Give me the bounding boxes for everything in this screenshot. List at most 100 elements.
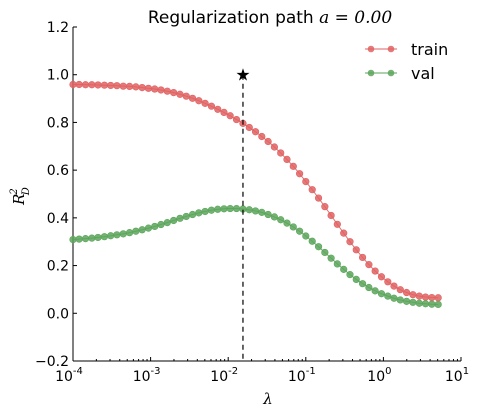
data-point-val — [327, 254, 335, 262]
data-point-val — [428, 300, 436, 308]
data-point-train — [428, 293, 436, 302]
y-tick-label: −0.2 — [35, 354, 69, 370]
data-point-train — [69, 80, 77, 89]
data-point-val — [264, 210, 272, 219]
series-layer — [69, 80, 442, 309]
data-point-train — [283, 155, 291, 164]
data-point-val — [220, 205, 228, 213]
legend: train val — [365, 40, 448, 83]
legend-marker-train — [367, 45, 375, 53]
data-point-train — [226, 112, 234, 120]
data-point-train — [358, 253, 367, 262]
data-point-val — [113, 231, 121, 239]
data-point-val — [314, 243, 323, 251]
x-tick-label: 100 — [367, 366, 391, 385]
data-point-train — [151, 85, 159, 93]
data-point-val — [81, 235, 90, 243]
data-point-train — [220, 108, 228, 117]
data-point-train — [415, 292, 423, 300]
data-point-val — [358, 280, 367, 288]
data-point-train — [232, 115, 241, 124]
data-point-val — [119, 230, 127, 238]
data-point-train — [302, 177, 310, 186]
data-point-val — [308, 237, 316, 245]
x-axis-label: λ — [262, 390, 273, 408]
data-point-val — [371, 287, 379, 295]
y-tick-label: 0.6 — [47, 163, 69, 179]
x-tick-label: 101 — [445, 366, 469, 385]
data-point-train — [402, 288, 411, 297]
data-point-val — [182, 212, 190, 221]
y-tick-label: 1.0 — [47, 68, 69, 84]
data-point-val — [340, 265, 348, 273]
data-point-train — [182, 92, 190, 100]
legend-marker-val — [367, 69, 375, 77]
data-point-train — [113, 82, 121, 90]
axes — [72, 27, 461, 362]
y-tick-label: 0.4 — [47, 211, 69, 227]
series-train — [69, 80, 442, 302]
y-tick-label: 0.8 — [47, 115, 69, 131]
data-point-val — [232, 204, 241, 213]
data-point-val — [258, 208, 266, 216]
data-point-train — [176, 90, 184, 98]
data-point-val — [144, 224, 153, 232]
data-point-train — [421, 293, 430, 301]
data-point-train — [75, 80, 83, 89]
data-point-val — [390, 294, 398, 302]
x-tick-label: 10-2 — [210, 366, 238, 385]
legend-label-train: train — [411, 40, 448, 59]
data-point-train — [352, 246, 360, 254]
data-point-train — [409, 291, 417, 299]
data-point-val — [352, 275, 360, 284]
data-point-train — [371, 267, 379, 275]
series-line-val — [72, 208, 439, 305]
data-point-train — [195, 97, 203, 105]
data-point-train — [119, 82, 127, 90]
data-point-val — [377, 290, 386, 298]
data-point-val — [170, 216, 178, 225]
data-point-train — [258, 132, 266, 141]
data-point-train — [88, 81, 96, 89]
data-point-train — [245, 123, 253, 132]
data-point-val — [88, 234, 96, 242]
data-point-train — [384, 278, 392, 286]
legend-marker-train — [387, 45, 395, 53]
data-point-val — [100, 233, 109, 241]
data-point-train — [214, 105, 222, 113]
data-point-train — [270, 143, 279, 151]
chart-title: Regularization path a = 0.00 — [148, 8, 393, 28]
data-point-val — [302, 232, 310, 240]
data-point-val — [396, 296, 404, 304]
data-point-train — [396, 286, 404, 294]
data-point-val — [346, 271, 354, 279]
data-point-val — [270, 213, 279, 221]
data-point-train — [377, 273, 386, 281]
data-point-val — [201, 207, 209, 216]
ticks: −0.2 0.0 0.2 0.4 0.6 0.8 1.0 1.2 10-4 10-3 10-2 10-… — [35, 20, 469, 385]
data-point-train — [390, 282, 398, 290]
data-point-train — [125, 82, 134, 91]
data-point-val — [138, 226, 146, 234]
series-line-train — [73, 84, 439, 299]
data-point-train — [188, 94, 197, 102]
data-point-val — [195, 209, 203, 217]
data-point-val — [94, 233, 102, 242]
data-point-train — [138, 83, 146, 92]
data-point-train — [264, 137, 272, 146]
legend-marker-val — [387, 69, 395, 77]
data-point-train — [251, 128, 260, 136]
data-point-val — [163, 219, 171, 227]
data-point-train — [289, 162, 297, 170]
data-point-train — [314, 194, 323, 202]
data-point-val — [384, 292, 392, 300]
data-point-train — [340, 229, 348, 237]
data-point-val — [321, 248, 329, 257]
x-tick-label: 10-4 — [55, 366, 83, 385]
data-point-val — [289, 223, 297, 231]
best-lambda-layer: ★ — [235, 66, 251, 361]
data-point-val — [409, 298, 417, 306]
data-point-train — [201, 99, 209, 107]
x-tick-label: 10-1 — [288, 366, 316, 385]
